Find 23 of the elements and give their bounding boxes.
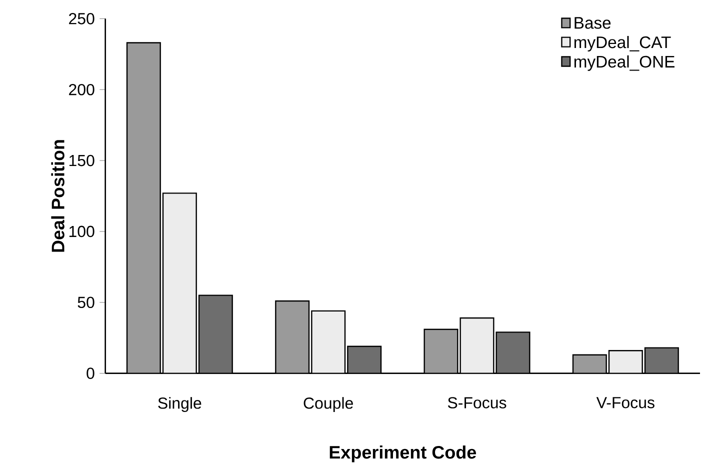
x-tick-label: S-Focus: [448, 397, 506, 408]
y-tick-label: 50: [78, 296, 94, 308]
x-axis-title: Experiment Code: [330, 445, 476, 462]
x-tick-label: V-Focus: [596, 397, 654, 408]
y-tick-label: 100: [69, 226, 94, 238]
legend-label: myDeal_ONE: [574, 55, 674, 71]
bar: [608, 350, 643, 374]
bar: [460, 318, 494, 374]
bar: [312, 310, 345, 374]
y-tick-label: 150: [69, 154, 94, 166]
legend-label: myDeal_CAT: [574, 36, 671, 52]
bar: [496, 332, 530, 374]
y-tick-label: 200: [69, 84, 94, 96]
y-tick-label: 250: [69, 13, 94, 24]
bar: [644, 347, 679, 374]
bar: [163, 193, 196, 374]
x-tick-label: Couple: [304, 397, 353, 412]
legend-label: Base: [574, 17, 611, 29]
y-tick-label: 0: [86, 368, 94, 379]
y-axis-title: Deal Position: [51, 140, 64, 252]
bar: [199, 295, 232, 374]
bar: [348, 346, 381, 374]
x-tick-label: Single: [158, 397, 202, 412]
